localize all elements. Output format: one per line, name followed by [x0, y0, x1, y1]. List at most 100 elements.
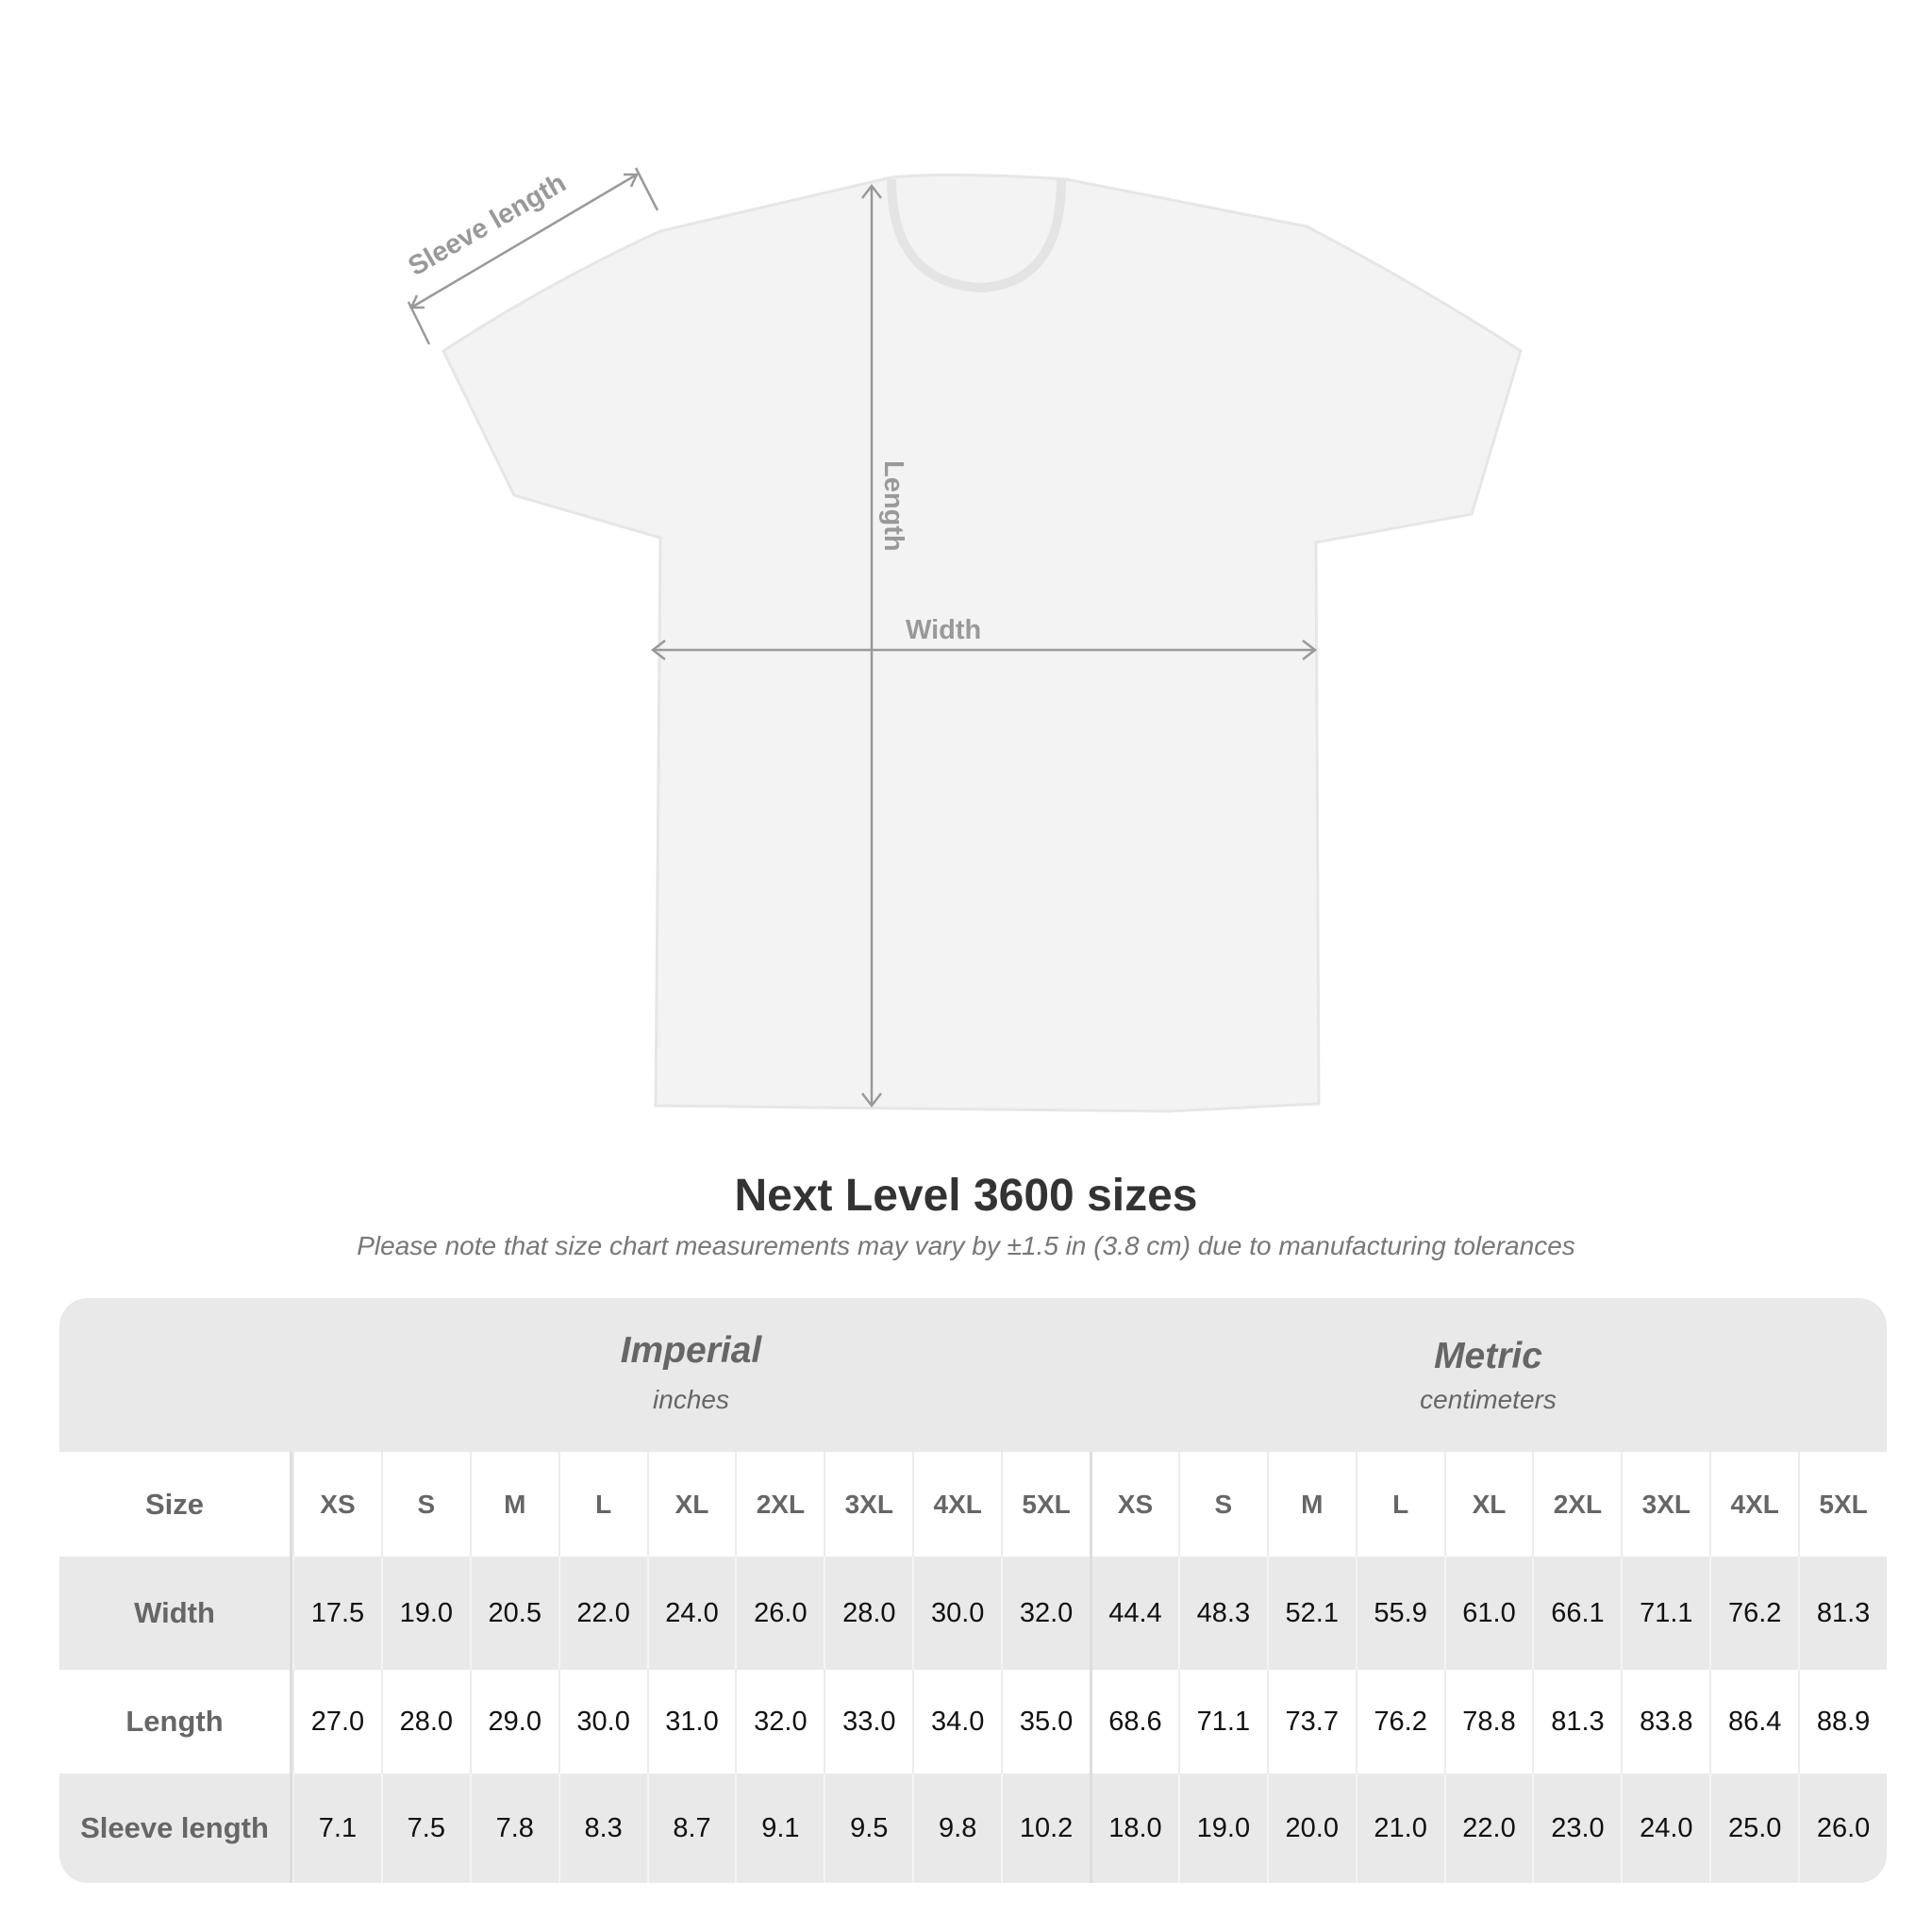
table-cell: 55.9: [1355, 1557, 1444, 1670]
size-header-cell: 5XL: [1001, 1452, 1090, 1557]
size-header-cell: L: [1355, 1452, 1444, 1557]
table-cell: 9.1: [735, 1774, 824, 1883]
table-cell: 32.0: [1001, 1557, 1090, 1670]
size-header-cell: M: [1266, 1452, 1356, 1557]
table-cell: 28.0: [380, 1670, 470, 1774]
size-header-cell: 5XL: [1798, 1452, 1887, 1557]
table-cell: 73.7: [1266, 1670, 1356, 1774]
width-arrowhead-right: [1302, 640, 1318, 660]
size-header-cell: XS: [292, 1452, 381, 1557]
size-header-cell: L: [558, 1452, 647, 1557]
size-header-cell: XL: [1443, 1452, 1533, 1557]
metric-header: Metric centimeters: [1090, 1336, 1887, 1415]
length-arrowhead-bottom: [861, 1092, 882, 1108]
size-header-cell: XS: [1090, 1452, 1178, 1557]
table-cell: 7.5: [380, 1774, 470, 1883]
table-cell: 23.0: [1532, 1774, 1621, 1883]
table-cell: 24.0: [646, 1557, 736, 1670]
table-cell: 19.0: [380, 1557, 470, 1670]
size-label: Size: [59, 1452, 292, 1557]
size-table: Imperial inches Metric centimeters Size …: [59, 1298, 1887, 1883]
table-cell: 24.0: [1621, 1774, 1709, 1883]
row-label: Width: [59, 1557, 292, 1670]
table-cell: 81.3: [1798, 1557, 1887, 1670]
table-cell: 8.3: [558, 1774, 647, 1883]
table-cell: 88.9: [1798, 1670, 1887, 1774]
row-label: Length: [59, 1670, 292, 1774]
table-cell: 61.0: [1443, 1557, 1533, 1670]
size-header-row: Size XS S M L XL 2XL 3XL 4XL 5XL XS S M L XL 2XL 3XL 4XL…: [59, 1452, 1887, 1557]
table-cell: 30.0: [558, 1670, 647, 1774]
table-cell: 44.4: [1090, 1557, 1178, 1670]
table-cell: 81.3: [1532, 1670, 1621, 1774]
table-cell: 71.1: [1177, 1670, 1267, 1774]
width-arrowhead-left: [650, 640, 666, 660]
collar: [887, 178, 1066, 293]
tshirt-diagram: Sleeve length Length Width: [404, 167, 1523, 1113]
table-cell: 76.2: [1709, 1557, 1798, 1670]
table-cell: 9.8: [912, 1774, 1001, 1883]
size-header-cell: 3XL: [824, 1452, 912, 1557]
table-cell: 21.0: [1355, 1774, 1444, 1883]
table-cell: 17.5: [292, 1557, 381, 1670]
size-header-cell: S: [1177, 1452, 1267, 1557]
table-cell: 27.0: [292, 1670, 381, 1774]
table-cell: 7.8: [469, 1774, 558, 1883]
imperial-unit: inches: [653, 1385, 729, 1414]
table-cell: 20.5: [469, 1557, 558, 1670]
table-cell: 22.0: [558, 1557, 647, 1670]
table-cell: 19.0: [1177, 1774, 1267, 1883]
size-header-cell: 2XL: [735, 1452, 824, 1557]
table-cell: 20.0: [1266, 1774, 1356, 1883]
width-label: Width: [906, 615, 981, 645]
sleeve-tick-right: [634, 167, 659, 211]
row-label: Sleeve length: [59, 1774, 292, 1883]
size-header-cell: 4XL: [912, 1452, 1001, 1557]
metric-unit: centimeters: [1420, 1385, 1557, 1414]
table-cell: 52.1: [1266, 1557, 1356, 1670]
table-cell: 68.6: [1090, 1670, 1178, 1774]
table-cell: 83.8: [1621, 1670, 1709, 1774]
table-cell: 30.0: [912, 1557, 1001, 1670]
table-cell: 48.3: [1177, 1557, 1267, 1670]
table-cell: 26.0: [735, 1557, 824, 1670]
sleeve-arrowhead-right: [624, 173, 639, 188]
table-cell: 76.2: [1355, 1670, 1444, 1774]
table-cell: 66.1: [1532, 1557, 1621, 1670]
size-header-cell: XL: [646, 1452, 736, 1557]
table-cell: 10.2: [1001, 1774, 1090, 1883]
table-cell: 34.0: [912, 1670, 1001, 1774]
page-title: Next Level 3600 sizes: [734, 1171, 1198, 1221]
metric-title: Metric: [1434, 1336, 1542, 1376]
table-row: Length 27.0 28.0 29.0 30.0 31.0 32.0 33.0 34.0 35…: [59, 1670, 1887, 1774]
sleeve-arrow: [410, 173, 638, 309]
table-cell: 86.4: [1709, 1670, 1798, 1774]
table-cell: 78.8: [1443, 1670, 1533, 1774]
table-cell: 28.0: [824, 1557, 912, 1670]
table-cell: 29.0: [469, 1670, 558, 1774]
size-header-cell: 4XL: [1709, 1452, 1798, 1557]
size-header-cell: 2XL: [1532, 1452, 1621, 1557]
sleeve-tick-left: [407, 301, 431, 345]
unit-header-band: Imperial inches Metric centimeters: [59, 1298, 1887, 1452]
size-header-cell: 3XL: [1621, 1452, 1709, 1557]
table-cell: 25.0: [1709, 1774, 1798, 1883]
table-cell: 31.0: [646, 1670, 736, 1774]
table-cell: 18.0: [1090, 1774, 1178, 1883]
table-cell: 9.5: [824, 1774, 912, 1883]
imperial-title: Imperial: [620, 1330, 762, 1371]
table-cell: 32.0: [735, 1670, 824, 1774]
size-header-cell: M: [469, 1452, 558, 1557]
table-row: Width 17.5 19.0 20.5 22.0 24.0 26.0 28.0 30.0 32.…: [59, 1557, 1887, 1670]
table-cell: 35.0: [1001, 1670, 1090, 1774]
table-cell: 22.0: [1443, 1774, 1533, 1883]
length-arrowhead-top: [861, 183, 882, 199]
table-row: Sleeve length 7.1 7.5 7.8 8.3 8.7 9.1 9.5 9.8 10.…: [59, 1774, 1887, 1883]
table-cell: 71.1: [1621, 1557, 1709, 1670]
table-cell: 26.0: [1798, 1774, 1887, 1883]
tolerance-note: Please note that size chart measurements…: [357, 1231, 1575, 1260]
sleeve-length-label: Sleeve length: [404, 168, 572, 282]
size-header-cell: S: [380, 1452, 470, 1557]
table-cell: 7.1: [292, 1774, 381, 1883]
length-label: Length: [878, 460, 908, 552]
